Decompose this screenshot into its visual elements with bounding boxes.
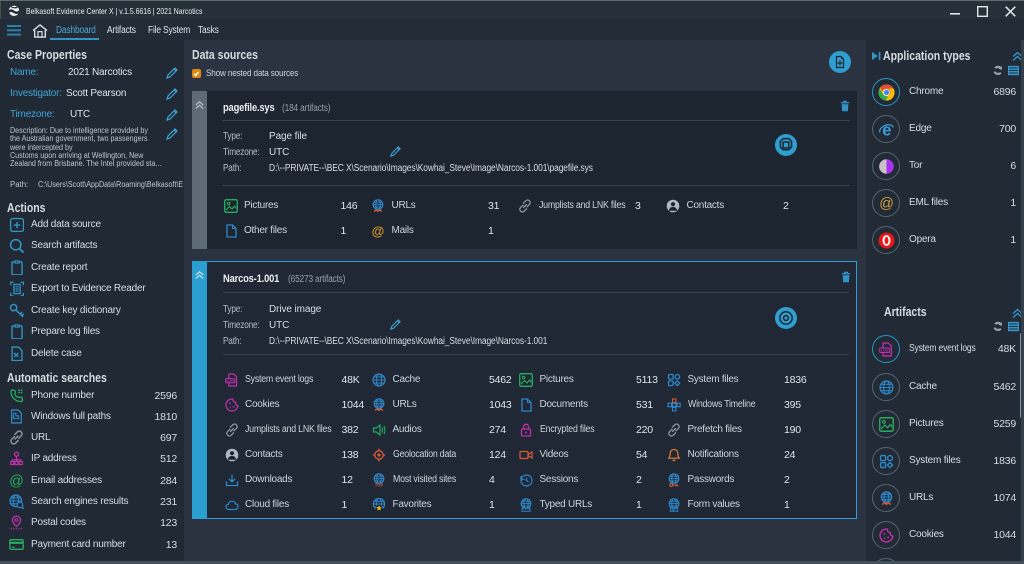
svg-text:@: @ xyxy=(879,196,894,212)
svg-text:LOG: LOG xyxy=(226,379,234,383)
svg-text:@: @ xyxy=(9,474,24,488)
svg-text:e: e xyxy=(882,121,891,137)
svg-text:@: @ xyxy=(371,224,384,238)
svg-text:TOP: TOP xyxy=(374,483,383,487)
svg-text:LOG: LOG xyxy=(881,349,889,353)
